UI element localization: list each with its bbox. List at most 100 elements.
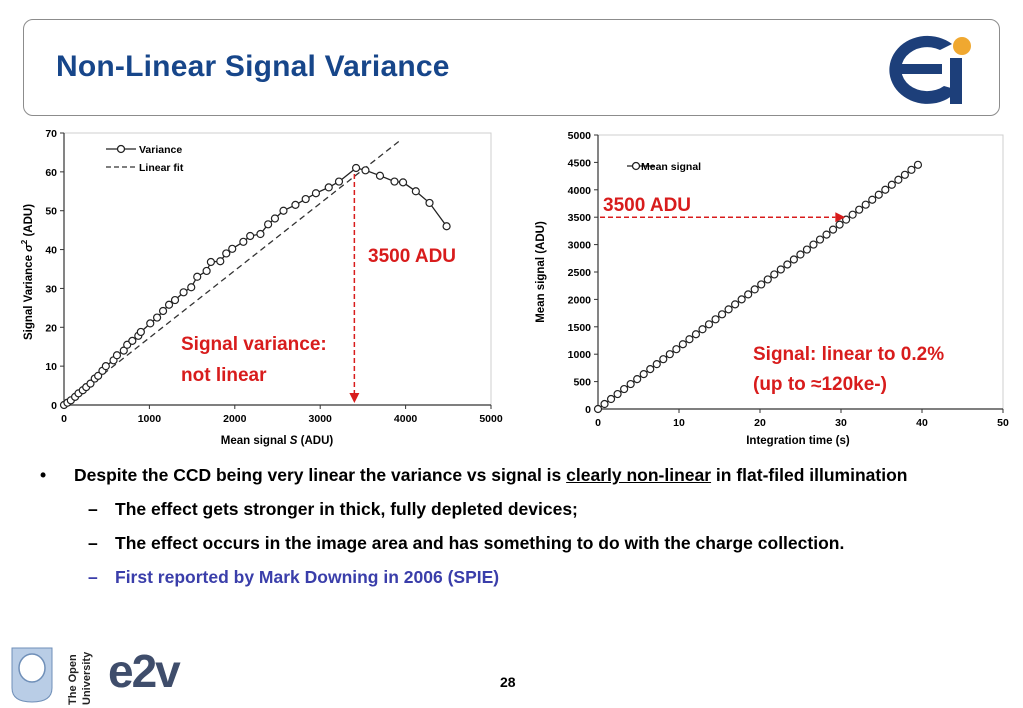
sub-bullet-1: – The effect gets stronger in thick, ful… (40, 496, 990, 522)
data-point (704, 320, 714, 329)
bullet-dot-icon: • (40, 465, 47, 485)
legend-label-mean-signal: Mean signal (641, 161, 701, 173)
data-point (425, 198, 434, 208)
data-point (907, 165, 916, 174)
x-axis-label: Mean signal S (ADU) (221, 435, 334, 447)
data-point (390, 177, 399, 186)
linearity-note-line2: (up to ≈120ke-) (753, 374, 887, 395)
data-point (375, 171, 385, 180)
data-point (398, 178, 408, 187)
chart-legend: Mean signal (627, 161, 701, 173)
variance-chart: 0 1000 2000 3000 4000 5000 0 10 20 30 40 50 60 70 Var… (20, 128, 503, 447)
x-tick-label: 1000 (138, 413, 162, 425)
data-point (633, 375, 642, 384)
legend-label-variance: Variance (139, 144, 182, 156)
data-point (222, 249, 231, 258)
data-point (334, 177, 344, 186)
data-point (291, 200, 300, 209)
data-point (152, 313, 162, 322)
data-point (206, 257, 215, 267)
data-point (672, 345, 681, 354)
data-point (900, 170, 909, 179)
data-point (731, 300, 740, 309)
data-point (119, 346, 128, 355)
data-point (717, 310, 727, 319)
dash-icon: – (88, 567, 98, 587)
dash-icon: – (88, 499, 98, 519)
y-tick-label: 3000 (568, 240, 592, 252)
legend-label-linear-fit: Linear fit (139, 162, 184, 174)
y-tick-label: 3500 (568, 212, 592, 224)
data-point (855, 205, 864, 214)
data-point (913, 160, 923, 169)
data-point (815, 235, 825, 244)
data-point (770, 270, 779, 279)
sub-bullet-2: – The effect occurs in the image area an… (40, 530, 990, 556)
y-tick-label: 0 (51, 400, 57, 412)
x-tick-label: 4000 (394, 413, 418, 425)
data-point (757, 280, 766, 289)
data-point (112, 351, 122, 360)
data-point (698, 325, 707, 334)
x-tick-label: 0 (595, 417, 601, 429)
data-point (613, 389, 622, 399)
y-tick-label: 5000 (568, 130, 592, 142)
linear-fit-line (63, 140, 401, 406)
y-tick-label: 500 (573, 377, 591, 389)
data-point (239, 237, 248, 246)
data-point (164, 300, 174, 309)
data-point (301, 194, 310, 204)
data-point (835, 220, 844, 229)
variance-note-line2: not linear (181, 365, 267, 386)
data-point (202, 266, 211, 276)
x-tick-label: 10 (673, 417, 685, 429)
data-point (264, 220, 273, 229)
data-point (881, 185, 890, 194)
data-point (86, 379, 95, 388)
x-tick-label: 0 (61, 413, 67, 425)
mean-signal-chart: 0 10 20 30 40 5005001000150020002500300035004… (535, 130, 1009, 447)
y-tick-label: 4500 (568, 157, 592, 169)
data-point (639, 370, 648, 379)
x-tick-label: 50 (997, 417, 1009, 429)
data-point (361, 166, 370, 175)
data-point (796, 250, 805, 259)
slide-title: Non-Linear Signal Variance (56, 50, 450, 83)
x-tick-label: 20 (754, 417, 766, 429)
data-point (842, 215, 851, 224)
data-point (822, 230, 831, 239)
data-point (646, 365, 655, 374)
data-point (193, 272, 202, 281)
variance-note-line1: Signal variance: (181, 334, 327, 355)
data-point (776, 265, 785, 274)
data-point (737, 295, 746, 304)
y-tick-label: 2500 (568, 267, 592, 279)
ei-logo-icon (889, 35, 971, 104)
data-point (593, 404, 603, 414)
y-axis-label: Mean signal (ADU) (535, 221, 547, 323)
data-point (270, 214, 280, 223)
open-university-text-line2: University (81, 651, 93, 705)
data-point (351, 163, 361, 173)
chart-legend: Variance Linear fit (106, 144, 184, 174)
threshold-label: 3500 ADU (368, 246, 456, 267)
data-point (101, 362, 110, 371)
data-point (158, 306, 168, 316)
linearity-note-line1: Signal: linear to 0.2% (753, 344, 944, 365)
data-point (128, 336, 137, 345)
y-tick-label: 70 (45, 128, 57, 140)
data-point (894, 175, 903, 184)
data-point (691, 330, 701, 339)
x-tick-label: 30 (835, 417, 847, 429)
plot-area-border (63, 132, 492, 406)
y-tick-label: 50 (45, 206, 57, 218)
y-tick-label: 40 (45, 245, 57, 257)
page-number: 28 (500, 674, 516, 690)
y-tick-label: 30 (45, 283, 57, 295)
x-axis-label: Integration time (s) (746, 435, 850, 447)
x-tick-label: 40 (916, 417, 928, 429)
data-point (659, 355, 668, 364)
open-university-logo-icon: The Open University (11, 647, 93, 705)
data-point (887, 180, 896, 189)
y-tick-label: 10 (45, 361, 57, 373)
